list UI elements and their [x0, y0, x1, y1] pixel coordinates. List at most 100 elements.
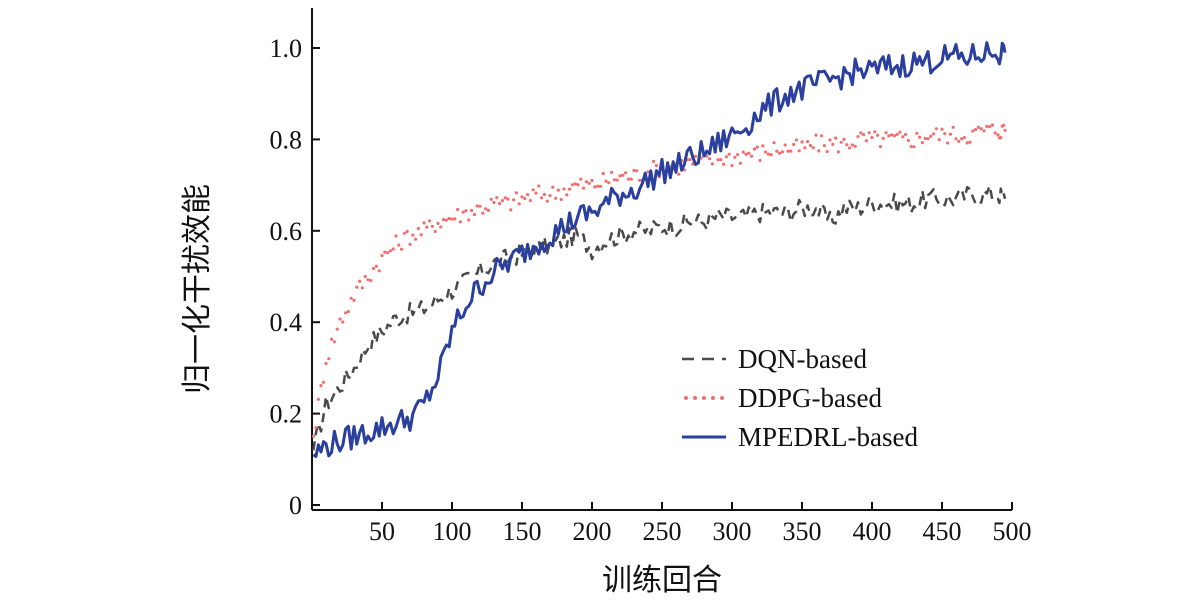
data-point: [789, 149, 793, 153]
data-point: [598, 184, 603, 188]
legend-label: MPEDRL-based: [738, 422, 918, 452]
data-point: [548, 194, 552, 198]
data-point: [422, 221, 426, 225]
data-point: [319, 384, 323, 388]
data-point: [517, 202, 521, 206]
data-point: [652, 159, 656, 163]
y-tick-label: 0.4: [270, 308, 303, 337]
data-point: [397, 243, 401, 247]
y-tick-label: 0.8: [270, 125, 303, 154]
data-point: [856, 135, 860, 139]
data-point: [349, 296, 353, 300]
data-point: [391, 247, 395, 251]
data-point: [506, 197, 510, 201]
data-point: [624, 171, 628, 175]
data-point: [800, 140, 804, 144]
data-point: [604, 179, 608, 183]
data-point: [976, 125, 981, 129]
data-point: [808, 143, 813, 148]
data-point: [898, 130, 902, 134]
data-point: [694, 154, 698, 158]
data-point: [570, 183, 575, 187]
data-point: [884, 131, 888, 135]
data-point: [559, 197, 563, 202]
y-tick-label: 1.0: [270, 34, 303, 63]
data-point: [934, 127, 939, 131]
data-point: [554, 196, 558, 200]
data-point: [458, 220, 462, 224]
data-point: [946, 141, 950, 145]
data-point: [324, 361, 328, 366]
data-point: [514, 191, 519, 195]
data-point: [722, 162, 726, 166]
data-point: [584, 180, 589, 184]
data-point: [486, 208, 490, 212]
data-point: [974, 127, 978, 132]
data-point: [892, 134, 897, 138]
data-point: [464, 209, 468, 213]
data-point: [719, 158, 723, 162]
data-point: [467, 218, 471, 222]
data-point: [492, 200, 496, 205]
series-DQN-based: [312, 184, 1007, 451]
data-point: [341, 320, 345, 324]
data-point: [878, 145, 883, 149]
data-point: [915, 131, 919, 135]
data-point: [419, 233, 423, 237]
x-tick-label: 100: [433, 517, 472, 546]
data-point: [923, 136, 927, 141]
x-tick-label: 300: [713, 517, 752, 546]
x-tick-label: 350: [783, 517, 822, 546]
data-point: [332, 340, 336, 344]
data-point: [470, 208, 474, 213]
data-point: [321, 380, 326, 384]
data-point: [411, 233, 415, 237]
data-point: [845, 143, 849, 147]
data-point: [618, 174, 622, 178]
data-point: [820, 134, 824, 138]
data-point: [582, 186, 586, 190]
data-point: [377, 269, 381, 273]
data-point: [744, 152, 748, 156]
data-point: [736, 153, 740, 157]
data-point: [968, 140, 972, 144]
data-point: [864, 139, 869, 143]
data-point: [478, 204, 482, 208]
x-tick-label: 50: [369, 517, 395, 546]
data-point: [710, 162, 715, 166]
data-point: [979, 127, 983, 131]
data-point: [615, 178, 619, 182]
data-point: [528, 199, 533, 203]
data-point: [629, 177, 633, 181]
x-tick-label: 150: [503, 517, 542, 546]
data-point: [828, 138, 832, 142]
x-tick-label: 250: [643, 517, 682, 546]
series-line: [312, 184, 1007, 451]
data-point: [386, 251, 390, 255]
ticks: 50 100 150 200 250 300 350 400 450 500 0 0.2 0.4 0.6 0…: [270, 34, 1032, 546]
y-tick-label: 0.2: [270, 400, 303, 429]
data-point: [794, 138, 799, 142]
data-point: [593, 185, 597, 189]
legend-entry: DDPG-based: [684, 383, 882, 413]
data-point: [405, 229, 409, 234]
x-tick-label: 450: [923, 517, 962, 546]
data-point: [993, 131, 997, 135]
data-point: [797, 149, 801, 153]
data-point: [1002, 123, 1006, 127]
data-point: [436, 221, 440, 225]
data-point: [727, 152, 731, 156]
data-point: [414, 237, 418, 241]
data-point: [568, 187, 572, 191]
legend: DQN-based DDPG-based MPEDRL-based: [682, 344, 918, 452]
legend-entry: DQN-based: [682, 344, 867, 374]
data-point: [876, 133, 880, 137]
data-point: [750, 154, 754, 158]
data-point: [481, 211, 485, 215]
data-point: [576, 183, 580, 187]
data-point: [733, 155, 737, 159]
data-point: [363, 274, 367, 279]
data-point: [565, 193, 569, 197]
data-point: [534, 191, 538, 195]
data-point: [965, 141, 969, 145]
